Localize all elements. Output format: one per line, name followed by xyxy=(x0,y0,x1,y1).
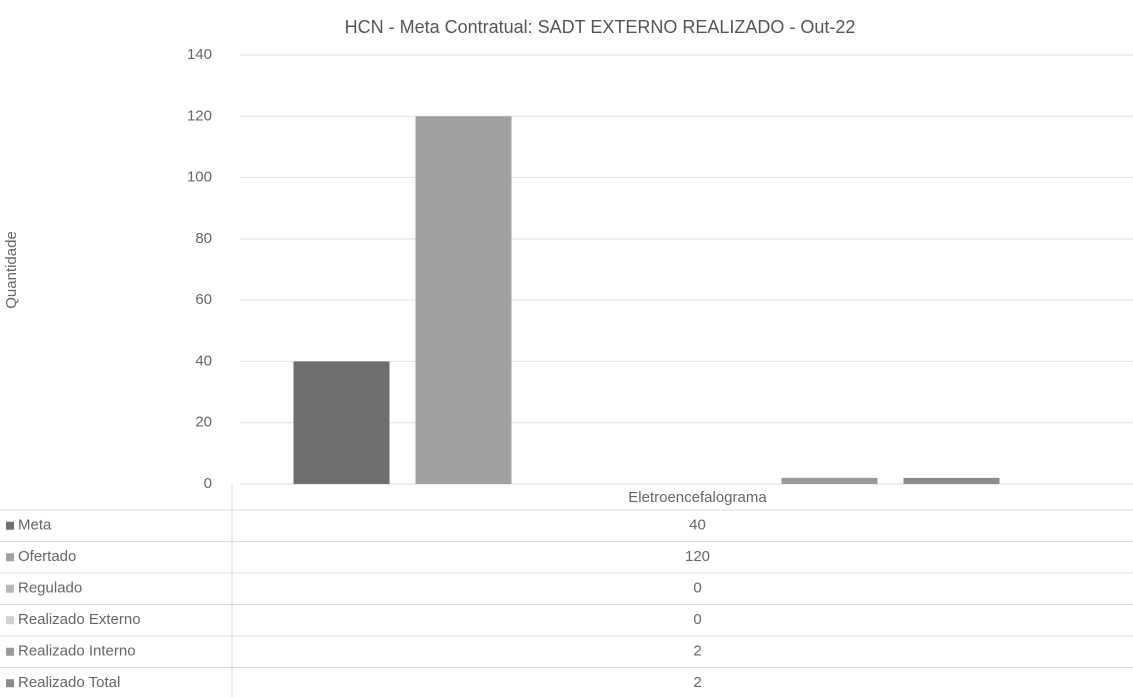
y-tick-label: 140 xyxy=(187,46,212,63)
legend-label: Meta xyxy=(18,517,52,534)
table-value: 2 xyxy=(693,674,701,691)
legend-swatch xyxy=(6,647,14,656)
legend-label: Ofertado xyxy=(18,548,76,565)
y-axis-label: Quantidade xyxy=(3,231,20,309)
legend-label: Realizado Interno xyxy=(18,643,136,660)
legend-swatch xyxy=(6,553,14,562)
table-value: 0 xyxy=(693,611,701,628)
y-tick-label: 0 xyxy=(204,475,212,492)
table-value: 2 xyxy=(693,643,701,660)
legend-swatch xyxy=(6,584,14,593)
bar xyxy=(903,477,1000,484)
legend-label: Realizado Total xyxy=(18,674,120,691)
y-tick-label: 100 xyxy=(187,169,212,186)
table-value: 40 xyxy=(689,517,706,534)
y-tick-label: 80 xyxy=(195,230,212,247)
legend-swatch xyxy=(6,616,14,625)
legend-swatch xyxy=(6,679,14,688)
y-tick-label: 120 xyxy=(187,107,212,124)
legend-label: Realizado Externo xyxy=(18,611,141,628)
x-tick-label: Eletroencefalograma xyxy=(628,489,767,506)
table-value: 120 xyxy=(685,548,710,565)
table-value: 0 xyxy=(693,580,701,597)
legend-label: Regulado xyxy=(18,580,82,597)
bar xyxy=(781,477,878,484)
y-tick-label: 20 xyxy=(195,414,212,431)
bar xyxy=(293,361,390,484)
legend-swatch xyxy=(6,521,14,530)
y-tick-label: 40 xyxy=(195,352,212,369)
y-tick-label: 60 xyxy=(195,291,212,308)
bar xyxy=(415,116,512,485)
chart-title: HCN - Meta Contratual: SADT EXTERNO REAL… xyxy=(345,17,856,37)
